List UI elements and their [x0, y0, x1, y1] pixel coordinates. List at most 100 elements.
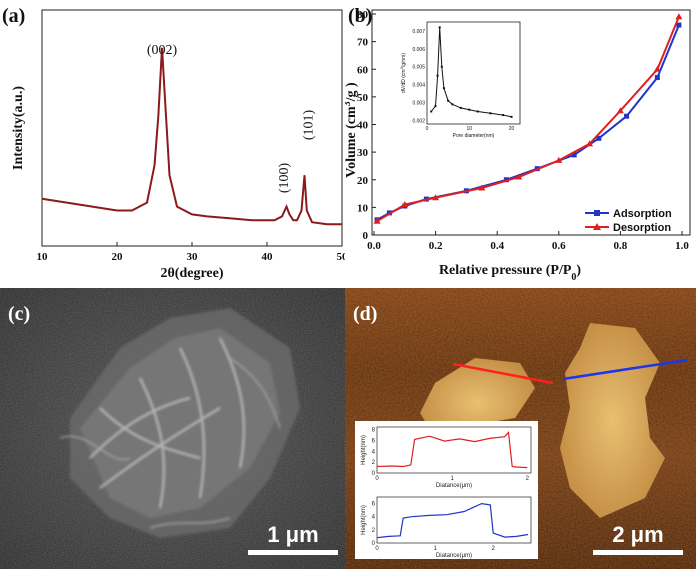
bet-inset-ylabel-sup: 3 — [399, 66, 404, 69]
afm-profile-top: 0 1 2 0 2 4 6 8 Diatance(μm) Height(nm) — [361, 426, 532, 489]
bet-desorption-point — [373, 217, 381, 224]
bet-legend-label: Adsorption — [613, 208, 672, 220]
bet-ytick-label: 80 — [357, 9, 369, 21]
xrd-panel: (a) 10 20 30 40 50 (002) (100) (101) 2θ(degree) I… — [2, 5, 346, 281]
bet-inset-line — [430, 27, 512, 118]
bet-xtick-label: 0.4 — [490, 240, 504, 252]
graphene-sheet — [59, 308, 300, 538]
bet-desorption-point — [478, 184, 486, 191]
bet-inset-point — [451, 103, 454, 106]
afm-profile-xtick: 1 — [433, 546, 437, 552]
bet-inset-point — [442, 87, 445, 90]
bet-inset-frame — [426, 21, 521, 125]
afm-profile-xtick: 0 — [375, 546, 379, 552]
scale-label-c: 1 μm — [267, 522, 318, 547]
bet-inset-ytick: 0.003 — [412, 101, 425, 107]
bet-desorption-point — [515, 173, 523, 180]
bet-adsorption-point — [571, 152, 577, 158]
afm-profile-xtick: 0 — [375, 476, 379, 482]
afm-profile-ytick: 4 — [372, 449, 376, 455]
bet-ytick-label: 70 — [357, 37, 369, 49]
afm-profile-xlabel: Diatance(μm) — [436, 483, 472, 489]
afm-flake-right — [560, 323, 665, 518]
afm-profile-ytick: 6 — [372, 502, 376, 508]
xrd-xtick-label: 10 — [37, 251, 49, 263]
afm-inset-box — [355, 421, 538, 559]
afm-profile-ytick: 2 — [372, 528, 376, 534]
bet-inset-point — [502, 114, 505, 117]
bet-adsorption-point — [654, 75, 660, 81]
bet-panel: (b) 0.0 0.2 0.4 0.6 0.8 1.001020304050607080A… — [345, 5, 691, 283]
bet-plot-area: 0.0 0.2 0.4 0.6 0.8 1.001020304050607080Adsor… — [345, 9, 691, 283]
xrd-xtick-label: 50 — [337, 251, 346, 263]
bet-xtick-label: 0.0 — [367, 240, 381, 252]
bet-inset-ytick: 0.002 — [412, 118, 425, 124]
bet-ytick-label: 20 — [357, 175, 369, 187]
bet-legend-marker — [593, 223, 601, 230]
scale-bar-d — [593, 550, 683, 555]
xrd-peak-label: (002) — [147, 43, 178, 58]
bet-legend-marker — [594, 210, 600, 216]
bet-inset-point — [440, 65, 443, 68]
bet-ytick-label: 10 — [357, 202, 369, 214]
bet-inset-ytick: 0.006 — [412, 47, 425, 53]
xrd-series-line — [41, 47, 342, 226]
afm-profile-xtick: 1 — [450, 476, 454, 482]
afm-profile-ytick: 0 — [372, 541, 376, 547]
bet-inset-point — [510, 115, 513, 118]
scale-label-d: 2 μm — [612, 522, 663, 547]
bet-xtick-label: 0.8 — [614, 240, 628, 252]
afm-profile-frame — [376, 426, 532, 474]
bet-ytick-label: 60 — [357, 64, 369, 76]
afm-profile-ytick: 4 — [372, 515, 376, 521]
panel-label-b: (b) — [348, 5, 372, 27]
xrd-peak-label: (101) — [302, 110, 317, 141]
afm-profile-line-blue — [562, 358, 688, 381]
xrd-axes-frame — [41, 9, 343, 247]
bet-inset-point — [430, 110, 433, 113]
bet-desorption-point — [401, 201, 409, 208]
bet-inset-xtick: 10 — [466, 126, 472, 132]
bet-ytick-label: 30 — [357, 147, 369, 159]
bet-desorption-point — [675, 13, 683, 20]
bet-inset-point — [436, 74, 439, 77]
bet-inset-ylabel-end: /g/nm) — [401, 53, 407, 68]
afm-profile-line — [376, 430, 528, 469]
afm-profile-ytick: 6 — [372, 439, 376, 445]
bet-legend-label: Desorption — [613, 222, 671, 234]
bet-xlabel-sub: 0 — [571, 272, 576, 283]
xrd-ylabel: Intensity(a.u.) — [11, 86, 26, 170]
bet-xlabel-end: ) — [576, 263, 581, 278]
bet-adsorption-point — [596, 135, 602, 141]
xrd-xtick-label: 30 — [187, 251, 199, 263]
bet-inset-point — [438, 26, 441, 29]
bet-desorption-point — [586, 140, 594, 147]
bet-inset-point — [489, 112, 492, 115]
bet-axes-frame — [371, 9, 691, 236]
bet-inset-point — [447, 99, 450, 102]
bet-xtick-label: 1.0 — [675, 240, 689, 252]
panel-label-c: (c) — [8, 303, 30, 325]
bet-desorption-point — [555, 156, 563, 163]
afm-profile-ylabel: Height(nm) — [361, 435, 367, 465]
afm-profile-line-red — [452, 362, 554, 385]
bet-inset-xtick: 20 — [509, 126, 515, 132]
bet-series-desorption-line — [376, 16, 680, 223]
bet-ylabel-end: /g ) — [345, 82, 359, 102]
bet-desorption-point — [432, 194, 440, 201]
xrd-peak-label: (100) — [277, 163, 292, 194]
bet-ytick-label: 50 — [357, 92, 369, 104]
afm-profile-xtick: 2 — [492, 546, 496, 552]
bet-xtick-label: 0.2 — [429, 240, 443, 252]
xrd-plot-area: 10 20 30 40 50 (002) (100) (101) 2θ(degree) Inten… — [11, 9, 346, 281]
bet-inset-point — [476, 110, 479, 113]
bet-xtick-label: 0.6 — [552, 240, 566, 252]
bet-inset-point — [468, 108, 471, 111]
scale-bar-c — [248, 550, 338, 555]
bet-inset-ytick: 0.004 — [412, 83, 425, 89]
xrd-xtick-label: 40 — [262, 251, 274, 263]
bet-ylabel: Volume (cm3/g ) — [345, 82, 359, 178]
afm-panel: (d) 0 1 2 0 2 4 6 8 Diatance(μm) Height(nm) 0 1 2 0 2… — [345, 288, 696, 569]
afm-profile-ylabel: Height(nm) — [361, 505, 367, 535]
afm-profile-ytick: 0 — [372, 471, 376, 477]
